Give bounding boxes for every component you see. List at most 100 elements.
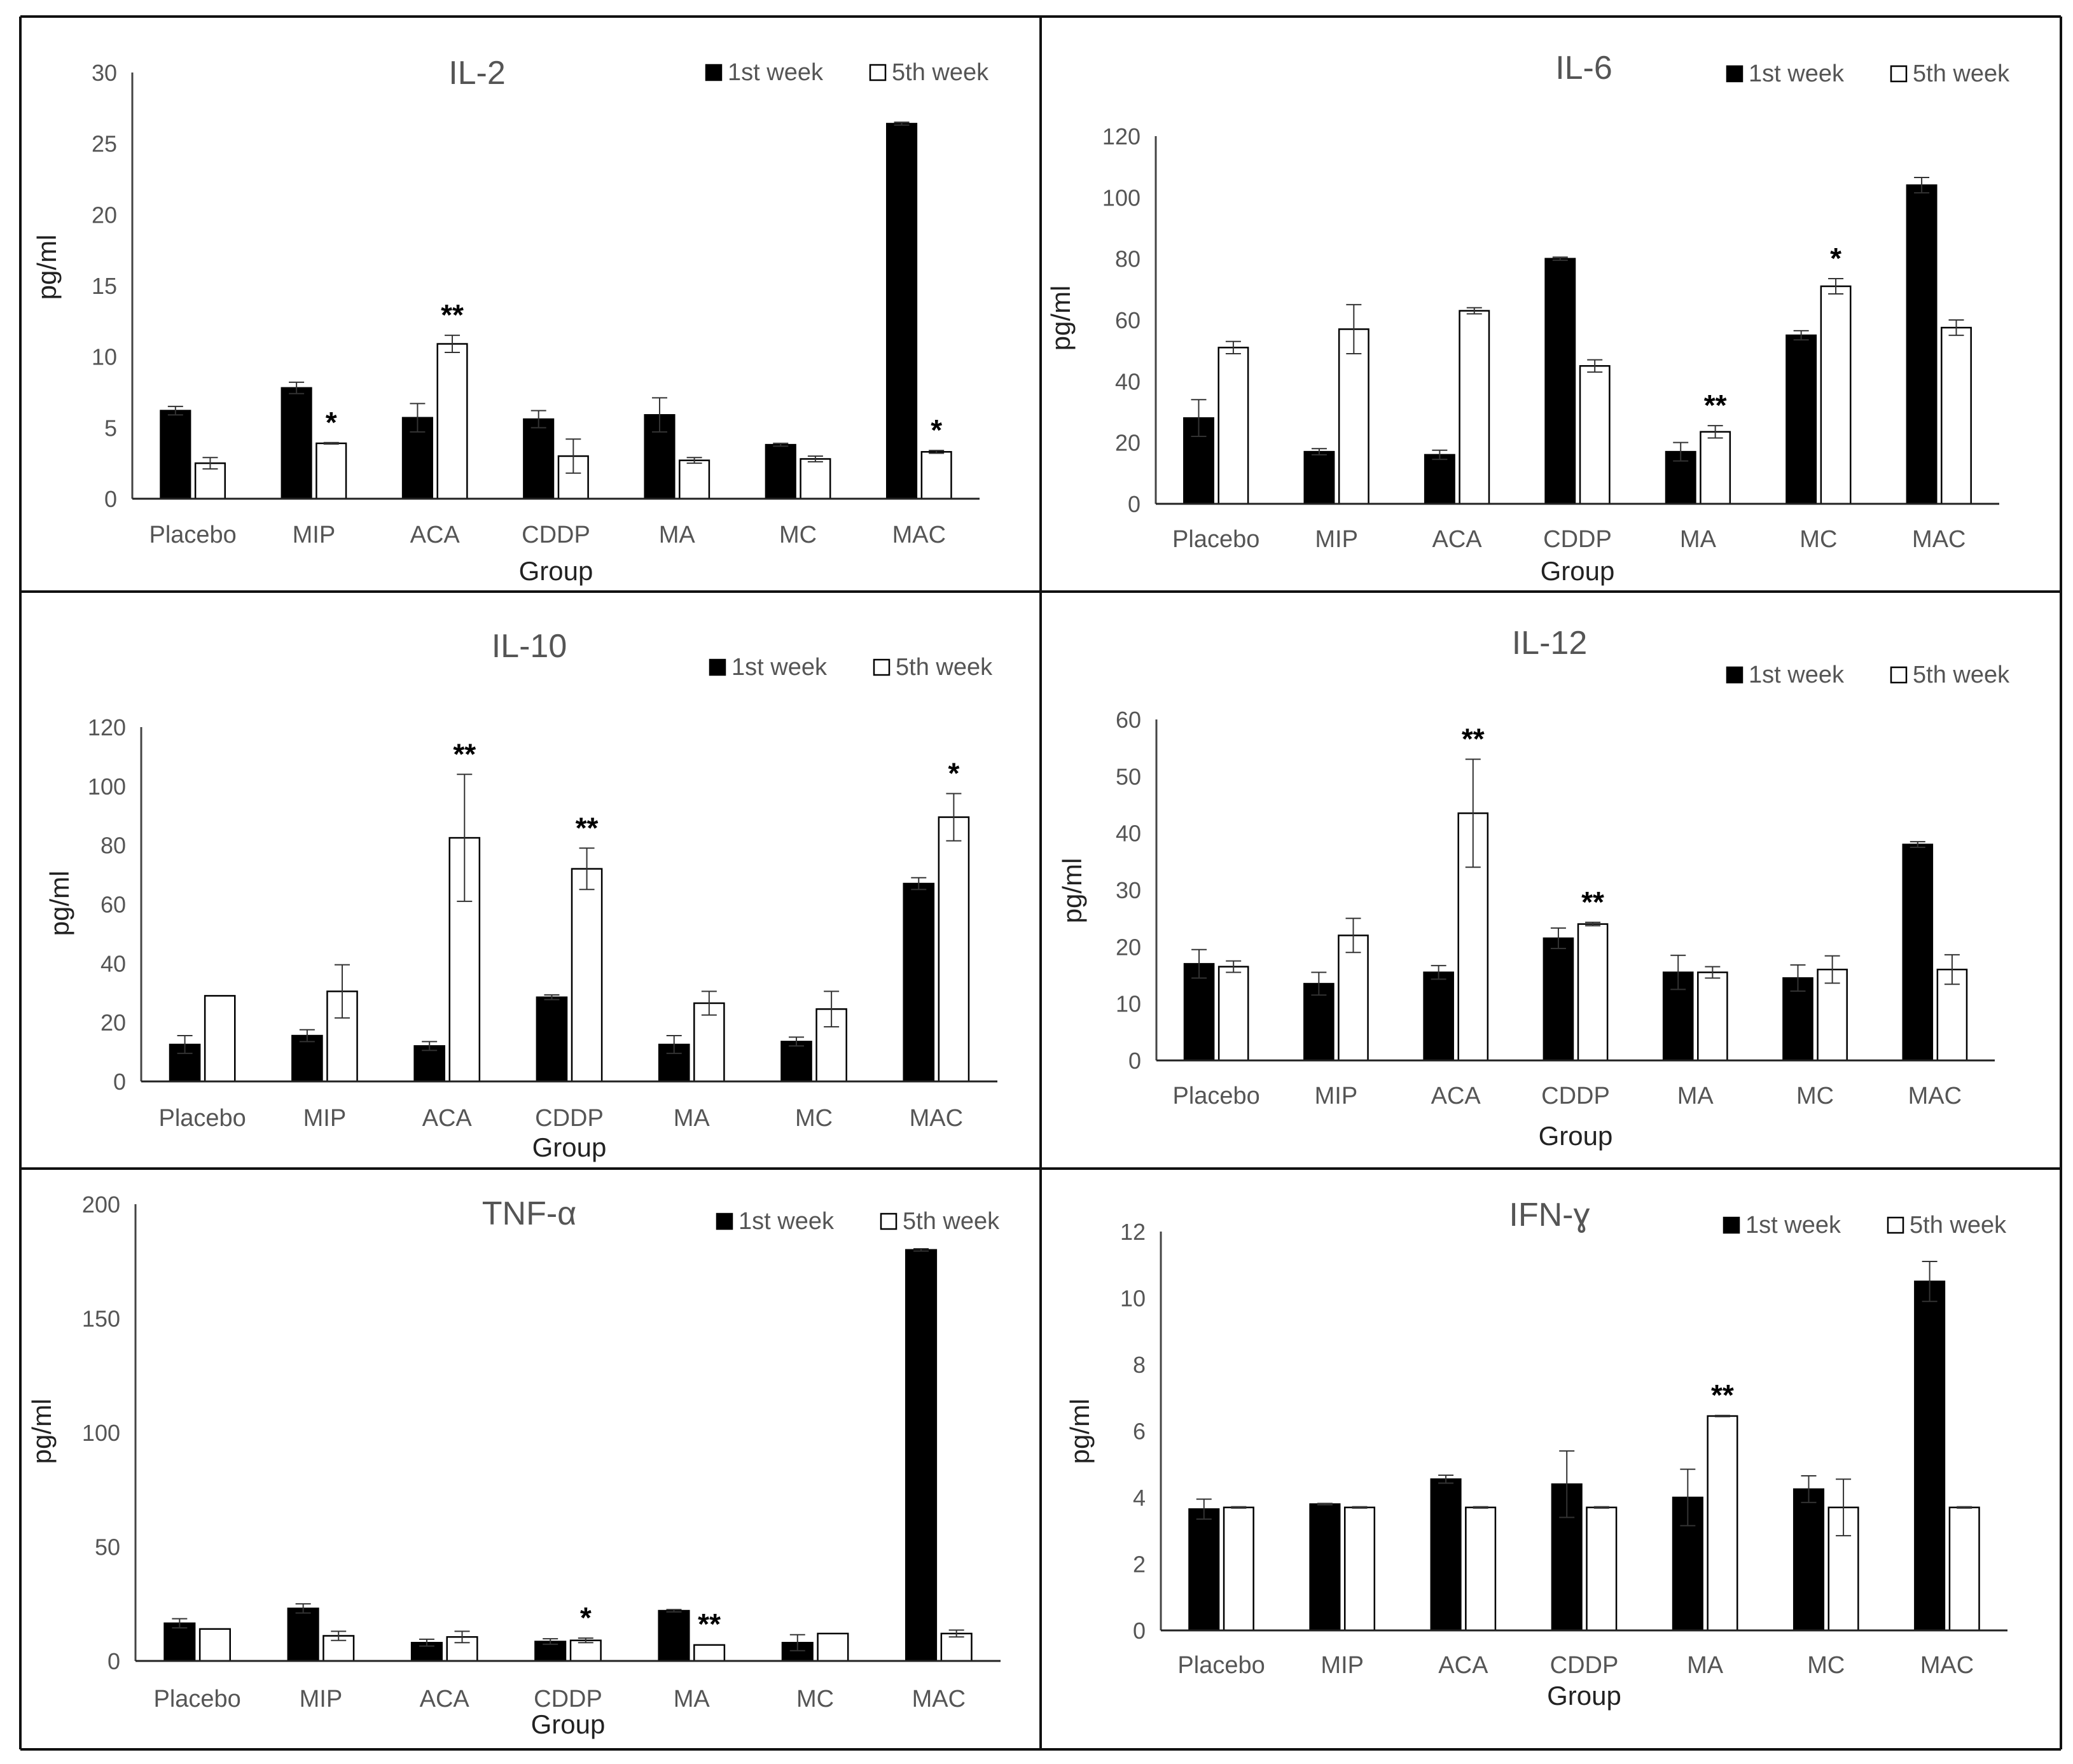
y-tick-label: 10 — [1116, 991, 1141, 1017]
x-category-label: Placebo — [153, 1686, 240, 1712]
x-category-label: MIP — [293, 522, 336, 548]
significance-mark: * — [326, 406, 337, 439]
bar-week5 — [817, 1632, 849, 1662]
x-category-label: MC — [1807, 1652, 1845, 1679]
bar-week1 — [163, 1622, 196, 1662]
legend-label: 5th week — [1913, 60, 2010, 87]
x-category-label: ACA — [410, 522, 461, 548]
y-tick-label: 60 — [1116, 707, 1141, 733]
bar-week1 — [1902, 844, 1934, 1062]
x-category-label: MC — [779, 522, 817, 548]
x-category-label: MA — [1680, 526, 1717, 553]
y-tick-label: 10 — [92, 344, 117, 370]
x-category-label: Placebo — [158, 1105, 246, 1132]
bar-week1 — [291, 1034, 323, 1083]
y-tick-label: 0 — [107, 1648, 120, 1674]
bar-week5 — [1577, 923, 1609, 1062]
x-category-label: MAC — [892, 522, 946, 548]
y-tick-label: 8 — [1133, 1352, 1146, 1378]
significance-mark: ** — [576, 811, 599, 844]
bar-week1 — [658, 1609, 690, 1662]
bar-week1 — [1785, 334, 1817, 505]
y-tick-label: 4 — [1133, 1485, 1146, 1511]
bar-week1 — [1423, 971, 1454, 1062]
y-axis-title: pg/ml — [27, 1399, 57, 1464]
chart-panel: 0 2 4 6 8 10 12 Placebo MIP ACA CDDP MA MC MAC ** IFN-ɣ… — [1065, 1197, 2007, 1711]
bar-week5 — [1459, 310, 1490, 505]
legend-label: 1st week — [1749, 60, 1845, 87]
bar-week1 — [287, 1608, 319, 1662]
bar-week1 — [885, 123, 918, 500]
x-category-label: MAC — [1908, 1083, 1962, 1109]
bar-week5 — [1217, 966, 1249, 1062]
y-axis-title: pg/ml — [32, 235, 62, 300]
chart-panel: 0 10 20 30 40 50 60 Placebo MIP ACA CDDP MA MC MAC ** *… — [1057, 625, 2010, 1151]
x-category-label: Placebo — [1177, 1652, 1265, 1679]
x-axis-title: Group — [1539, 1121, 1613, 1151]
x-axis-title: Group — [532, 1132, 607, 1162]
significance-mark: ** — [1581, 885, 1604, 919]
x-category-label: CDDP — [522, 522, 590, 548]
y-tick-label: 2 — [1133, 1552, 1146, 1578]
chart-panel: 0 20 40 60 80 100 120 Placebo MIP ACA CDDP MA MC MAC *… — [45, 628, 997, 1162]
legend-label: 5th week — [1913, 662, 2010, 688]
x-axis-title: Group — [531, 1709, 606, 1739]
x-category-label: ACA — [420, 1686, 470, 1712]
legend-swatch-week5 — [1887, 1216, 1904, 1234]
bar-week5 — [1700, 431, 1731, 505]
legend-label: 1st week — [738, 1208, 835, 1235]
legend: 1st week 5th week — [1726, 662, 2010, 688]
x-category-label: MC — [795, 1105, 833, 1132]
y-tick-label: 100 — [1102, 184, 1140, 211]
bar-week1 — [536, 996, 568, 1083]
x-axis-title: Group — [1541, 556, 1615, 586]
legend-swatch-week1 — [716, 1212, 733, 1230]
x-category-label: CDDP — [1543, 526, 1612, 553]
chart-title: IL-2 — [448, 55, 506, 92]
x-axis-title: Group — [1547, 1681, 1621, 1711]
bar-week1 — [1430, 1478, 1462, 1632]
bar-week1 — [905, 1249, 938, 1662]
bar-week1 — [765, 443, 796, 500]
bar-week5 — [198, 1628, 231, 1662]
bar-week5 — [1820, 285, 1852, 505]
chart-panel: 0 20 40 60 80 100 120 Placebo MIP ACA CDDP MA MC MAC *… — [1046, 50, 2010, 586]
bar-week5 — [920, 451, 952, 500]
legend-label: 5th week — [1910, 1212, 2007, 1239]
legend-swatch-week5 — [1890, 65, 1908, 83]
bar-week1 — [1544, 258, 1576, 505]
legend-label: 5th week — [903, 1208, 1000, 1235]
bar-week1 — [1543, 937, 1574, 1062]
y-tick-label: 0 — [1128, 491, 1140, 517]
chart-title: TNF-α — [482, 1195, 576, 1232]
x-category-label: ACA — [422, 1105, 473, 1132]
legend-swatch-week5 — [873, 658, 891, 676]
y-tick-label: 20 — [101, 1010, 126, 1036]
x-category-label: MA — [674, 1105, 711, 1132]
legend-swatch-week1 — [1726, 666, 1744, 684]
y-tick-label: 50 — [95, 1534, 120, 1560]
x-category-label: MIP — [1315, 526, 1358, 553]
bar-week1 — [281, 387, 312, 500]
x-category-label: Placebo — [1172, 1083, 1259, 1109]
bar-week1 — [1188, 1508, 1220, 1632]
significance-mark: ** — [1704, 389, 1727, 422]
legend-label: 1st week — [728, 59, 824, 86]
bar-week1 — [1309, 1503, 1341, 1632]
bar-week1 — [413, 1045, 445, 1083]
bar-week5 — [1465, 1506, 1497, 1632]
bar-week1 — [903, 882, 935, 1083]
y-tick-label: 80 — [1115, 246, 1140, 272]
legend-label: 5th week — [896, 654, 993, 681]
significance-mark: * — [948, 756, 959, 789]
legend: 1st week 5th week — [705, 59, 989, 86]
bar-week5 — [1941, 326, 1972, 505]
legend: 1st week 5th week — [1726, 60, 2010, 87]
y-tick-label: 150 — [82, 1306, 120, 1332]
x-category-label: MC — [796, 1686, 834, 1712]
bar-week5 — [940, 1632, 973, 1662]
x-category-label: MIP — [300, 1686, 343, 1712]
